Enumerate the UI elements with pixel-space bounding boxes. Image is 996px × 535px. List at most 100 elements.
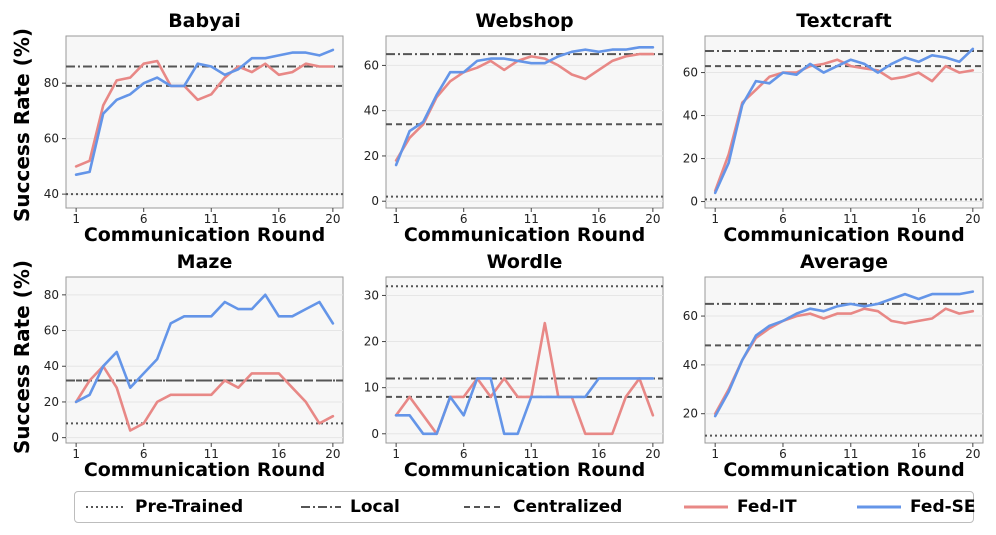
y-tick-label: 30 (364, 288, 379, 302)
y-tick-label: 40 (683, 358, 698, 372)
legend-item-centralized: Centralized (463, 492, 622, 522)
x-tick-label: 11 (524, 212, 539, 226)
y-tick-label: 0 (371, 194, 379, 208)
y-tick-label: 80 (44, 288, 59, 302)
x-tick-label: 11 (524, 447, 539, 461)
x-tick-label: 1 (72, 212, 80, 226)
legend-label-fedit: Fed-IT (737, 497, 797, 517)
y-tick-label: 60 (683, 309, 698, 323)
x-tick-label: 16 (271, 447, 286, 461)
panel-title: Webshop (475, 10, 573, 32)
panel-title: Maze (177, 251, 233, 273)
x-tick-label: 16 (271, 212, 286, 226)
series-line-fedit (74, 59, 335, 168)
y-tick-label: 40 (44, 187, 59, 201)
y-tick-label: 20 (364, 149, 379, 163)
ylabel-bottom: Success Rate (%) (10, 260, 34, 454)
legend-item-fedse: Fed-SE (856, 492, 976, 522)
plot-area (704, 35, 984, 209)
x-tick-label: 16 (911, 212, 926, 226)
x-tick-label: 6 (779, 447, 787, 461)
series-line-fedse (394, 377, 655, 436)
y-tick-label: 20 (364, 335, 379, 349)
plot-area (65, 276, 344, 444)
x-tick-label: 20 (645, 447, 660, 461)
legend-label-pretrained: Pre-Trained (135, 497, 244, 517)
x-axis-label: Communication Round (404, 459, 645, 481)
panel-title: Babyai (168, 10, 241, 32)
x-tick-label: 6 (140, 212, 148, 226)
series-line-fedit (394, 52, 655, 162)
series-line-fedit (713, 307, 975, 416)
legend-label-centralized: Centralized (513, 497, 623, 517)
legend: Pre-Trained Local Centralized Fed-IT Fed… (74, 491, 976, 523)
y-tick-label: 60 (364, 58, 379, 72)
y-tick-label: 60 (683, 66, 698, 80)
y-tick-label: 10 (364, 381, 379, 395)
y-tick-label: 20 (44, 395, 59, 409)
x-tick-label: 1 (711, 212, 719, 226)
ylabel-top: Success Rate (%) (10, 28, 34, 222)
x-tick-label: 20 (965, 447, 980, 461)
y-tick-label: 60 (44, 324, 59, 338)
legend-item-local: Local (300, 492, 400, 522)
x-tick-label: 11 (843, 447, 858, 461)
plot-area (65, 35, 344, 209)
x-tick-label: 20 (965, 212, 980, 226)
y-tick-label: 60 (44, 132, 59, 146)
x-tick-label: 11 (204, 212, 219, 226)
y-tick-label: 0 (51, 431, 59, 445)
x-axis-label: Communication Round (84, 459, 325, 481)
x-axis-label: Communication Round (404, 224, 645, 246)
x-tick-label: 16 (591, 212, 606, 226)
series-line-fedse (394, 45, 655, 167)
x-tick-label: 20 (325, 447, 340, 461)
x-tick-label: 6 (779, 212, 787, 226)
panel-title: Average (800, 251, 888, 273)
y-tick-label: 20 (683, 152, 698, 166)
x-axis-label: Communication Round (723, 224, 964, 246)
legend-swatch-local (301, 506, 341, 508)
y-tick-label: 80 (44, 76, 59, 90)
x-tick-label: 20 (325, 212, 340, 226)
legend-item-pretrained: Pre-Trained (85, 492, 243, 522)
x-tick-label: 6 (140, 447, 148, 461)
x-axis-label: Communication Round (84, 224, 325, 246)
y-tick-label: 40 (364, 104, 379, 118)
x-tick-label: 1 (392, 212, 400, 226)
y-tick-label: 40 (44, 359, 59, 373)
legend-item-fedit: Fed-IT (683, 492, 797, 522)
panel-title: Wordle (487, 251, 563, 273)
series-line-fedse (74, 48, 335, 176)
plot-area (385, 35, 664, 209)
x-tick-label: 1 (711, 447, 719, 461)
x-tick-label: 16 (591, 447, 606, 461)
legend-label-local: Local (350, 497, 400, 517)
legend-swatch-centralized (464, 506, 504, 508)
y-tick-label: 0 (690, 195, 698, 209)
x-tick-label: 6 (460, 212, 468, 226)
x-tick-label: 11 (843, 212, 858, 226)
legend-swatch-fedit (684, 505, 728, 509)
series-line-fedit (74, 364, 335, 432)
series-line-fedse (713, 290, 975, 418)
y-tick-label: 20 (683, 407, 698, 421)
plot-area (704, 276, 984, 444)
y-tick-label: 0 (371, 427, 379, 441)
legend-swatch-pretrained (86, 506, 126, 508)
x-tick-label: 1 (72, 447, 80, 461)
series-line-fedse (713, 47, 975, 195)
series-line-fedse (74, 293, 335, 404)
legend-swatch-fedse (857, 505, 901, 509)
x-tick-label: 1 (392, 447, 400, 461)
x-tick-label: 16 (911, 447, 926, 461)
x-tick-label: 6 (460, 447, 468, 461)
y-tick-label: 40 (683, 109, 698, 123)
